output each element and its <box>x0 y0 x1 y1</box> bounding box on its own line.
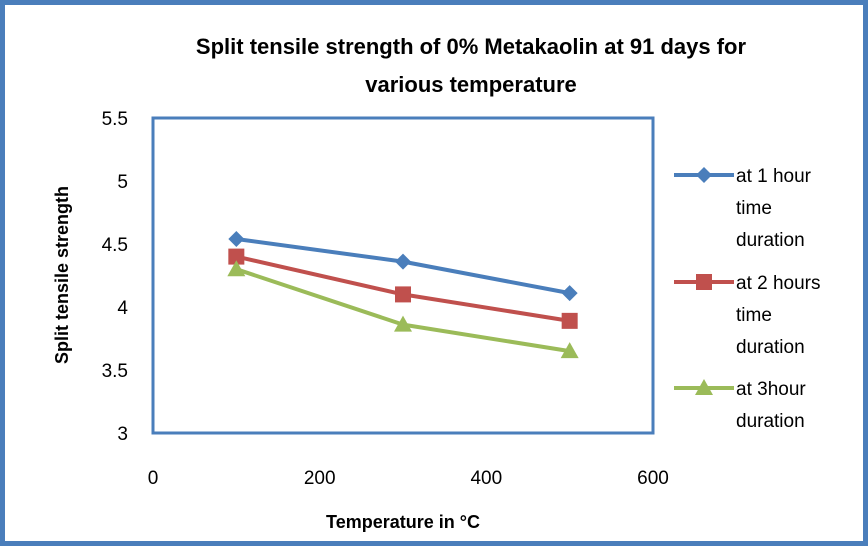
x-tick-label: 600 <box>637 468 669 489</box>
y-tick-label: 3 <box>117 424 128 445</box>
data-point <box>394 315 412 332</box>
chart-title: Split tensile strength of 0% Metakaolin … <box>196 34 747 97</box>
data-point <box>227 260 246 277</box>
data-point <box>561 312 578 329</box>
y-tick-label: 4.5 <box>102 235 128 256</box>
legend-entry: at 2 hours time duration <box>674 273 821 358</box>
chart-title-line: Split tensile strength of 0% Metakaolin … <box>196 34 747 59</box>
x-tick-label: 400 <box>470 468 502 489</box>
data-point <box>560 342 579 359</box>
series-3 <box>227 260 579 359</box>
legend-entry: at 3hour duration <box>674 379 806 432</box>
data-point <box>561 285 578 302</box>
chart-title-line: various temperature <box>365 72 577 97</box>
x-axis-ticks: 0 200 400 600 <box>148 468 669 489</box>
legend-label: duration <box>736 337 805 358</box>
y-axis-ticks: 3 3.5 4 4.5 5 5.5 <box>102 109 129 445</box>
legend-label: time <box>736 198 772 219</box>
x-tick-label: 200 <box>304 468 336 489</box>
series-line <box>235 267 570 354</box>
legend-label: at 1 hour <box>736 166 812 187</box>
x-axis-label: Temperature in °C <box>326 512 480 532</box>
data-point <box>395 253 411 270</box>
legend-entry: at 1 hour time duration <box>674 166 812 251</box>
legend-label: duration <box>736 411 805 432</box>
plot-area <box>151 116 655 435</box>
data-point <box>395 286 411 303</box>
series-group <box>227 230 579 359</box>
legend-label: duration <box>736 230 805 251</box>
legend: at 1 hour time duration at 2 hours time durat… <box>674 166 821 432</box>
legend-marker <box>696 167 712 183</box>
legend-label: at 3hour <box>736 379 806 400</box>
y-tick-label: 3.5 <box>102 361 128 382</box>
y-tick-label: 4 <box>117 298 128 319</box>
y-axis-label: Split tensile strength <box>52 186 72 364</box>
series-2 <box>228 248 578 329</box>
y-tick-label: 5.5 <box>102 109 128 130</box>
series-1 <box>228 230 578 302</box>
x-tick-label: 0 <box>148 468 159 489</box>
data-point <box>228 230 245 247</box>
y-tick-label: 5 <box>117 172 128 193</box>
legend-marker <box>696 274 712 290</box>
data-point <box>228 248 245 265</box>
legend-label: time <box>736 305 772 326</box>
legend-label: at 2 hours <box>736 273 821 294</box>
legend-marker <box>695 379 713 395</box>
